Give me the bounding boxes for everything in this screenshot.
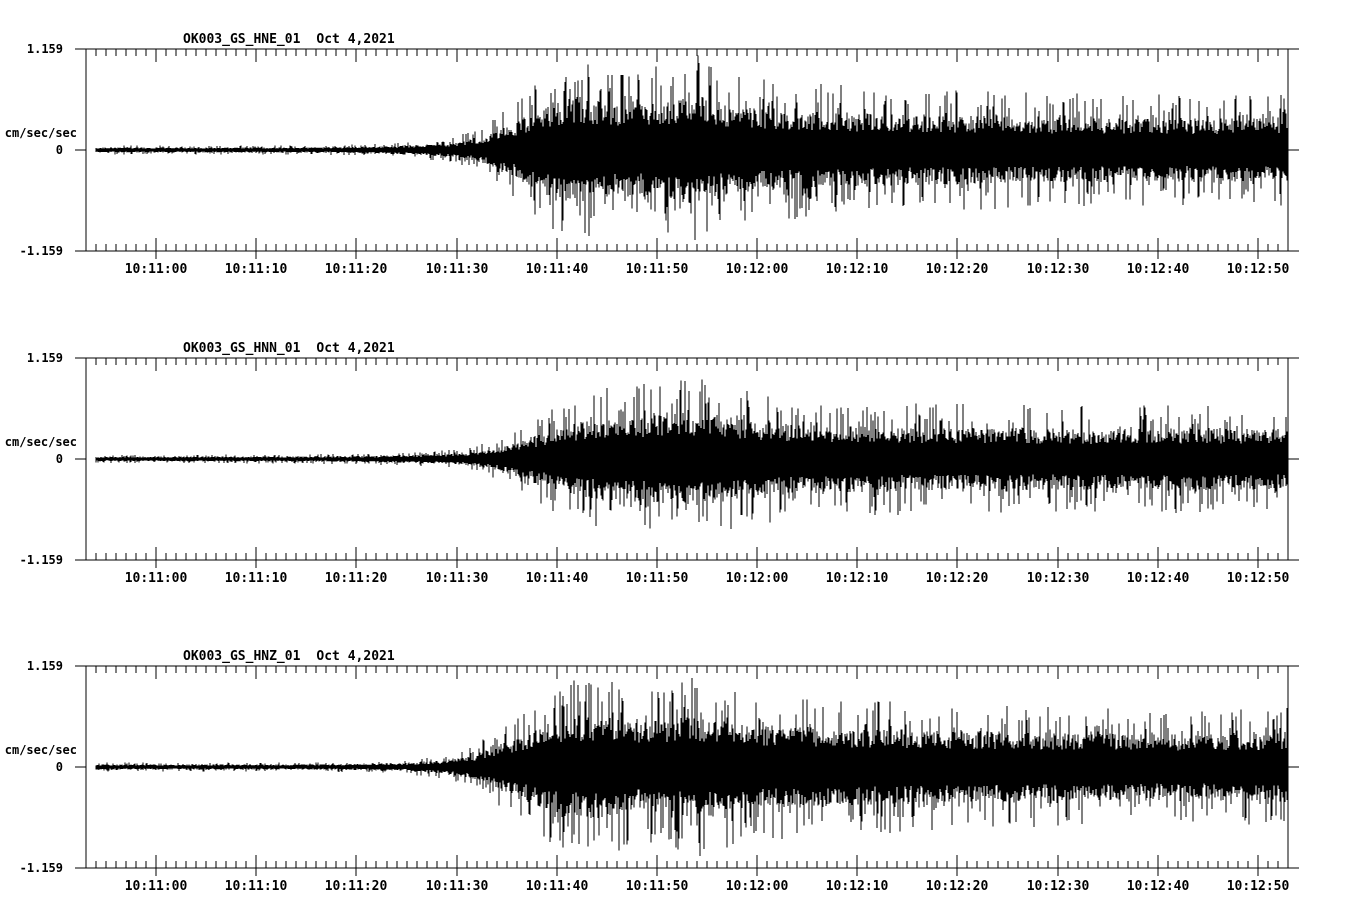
x-tick-label: 10:12:00	[726, 571, 789, 586]
amplitude-axis-ticks	[75, 357, 1299, 561]
seismogram-panel-hnz: 10:11:00 10:11:10 10:11:20 10:11:30 10:11:40…	[75, 665, 1299, 894]
x-tick-label: 10:12:40	[1127, 571, 1190, 586]
seismogram-panel-hne: 10:11:00 10:11:10 10:11:20 10:11:30 10:11:40…	[75, 48, 1299, 277]
waveform-trace-hne	[95, 55, 1288, 240]
time-axis-ticks	[95, 666, 1279, 876]
x-tick-label: 10:11:50	[626, 262, 689, 277]
x-tick-label: 10:11:20	[325, 262, 388, 277]
waveform-trace-hnz	[95, 678, 1288, 856]
x-tick-label: 10:11:50	[626, 571, 689, 586]
x-tick-label: 10:12:20	[926, 571, 989, 586]
x-tick-label: 10:11:40	[526, 262, 589, 277]
x-tick-label: 10:11:10	[225, 571, 288, 586]
x-tick-label: 10:12:30	[1027, 571, 1090, 586]
x-tick-label: 10:11:30	[426, 262, 489, 277]
x-tick-label: 10:11:00	[125, 571, 188, 586]
seismogram-panel-hnn: 10:11:00 10:11:10 10:11:20 10:11:30 10:11:40…	[75, 357, 1299, 586]
x-tick-label: 10:12:00	[726, 879, 789, 894]
time-axis-ticks	[95, 49, 1279, 259]
x-tick-label: 10:12:50	[1227, 571, 1290, 586]
x-tick-label: 10:12:40	[1127, 262, 1190, 277]
amplitude-axis-ticks	[75, 665, 1299, 869]
x-tick-label: 10:11:30	[426, 879, 489, 894]
x-tick-label: 10:12:10	[826, 571, 889, 586]
x-tick-label: 10:11:40	[526, 879, 589, 894]
x-tick-label: 10:12:20	[926, 262, 989, 277]
x-tick-label: 10:11:20	[325, 571, 388, 586]
x-tick-label: 10:12:30	[1027, 879, 1090, 894]
waveform-trace-hnn	[95, 379, 1288, 529]
x-tick-label: 10:12:20	[926, 879, 989, 894]
x-tick-label: 10:11:00	[125, 879, 188, 894]
x-tick-label: 10:12:40	[1127, 879, 1190, 894]
x-tick-label: 10:11:00	[125, 262, 188, 277]
x-tick-label: 10:12:50	[1227, 879, 1290, 894]
x-tick-label: 10:11:40	[526, 571, 589, 586]
x-tick-label: 10:11:20	[325, 879, 388, 894]
time-axis-ticks	[95, 358, 1279, 568]
x-tick-label: 10:11:30	[426, 571, 489, 586]
x-tick-label: 10:12:00	[726, 262, 789, 277]
x-tick-label: 10:12:30	[1027, 262, 1090, 277]
x-tick-label: 10:11:10	[225, 262, 288, 277]
x-tick-label: 10:12:10	[826, 262, 889, 277]
x-tick-label: 10:11:50	[626, 879, 689, 894]
x-tick-label: 10:11:10	[225, 879, 288, 894]
amplitude-axis-ticks	[75, 48, 1299, 252]
x-tick-label: 10:12:50	[1227, 262, 1290, 277]
x-tick-label: 10:12:10	[826, 879, 889, 894]
